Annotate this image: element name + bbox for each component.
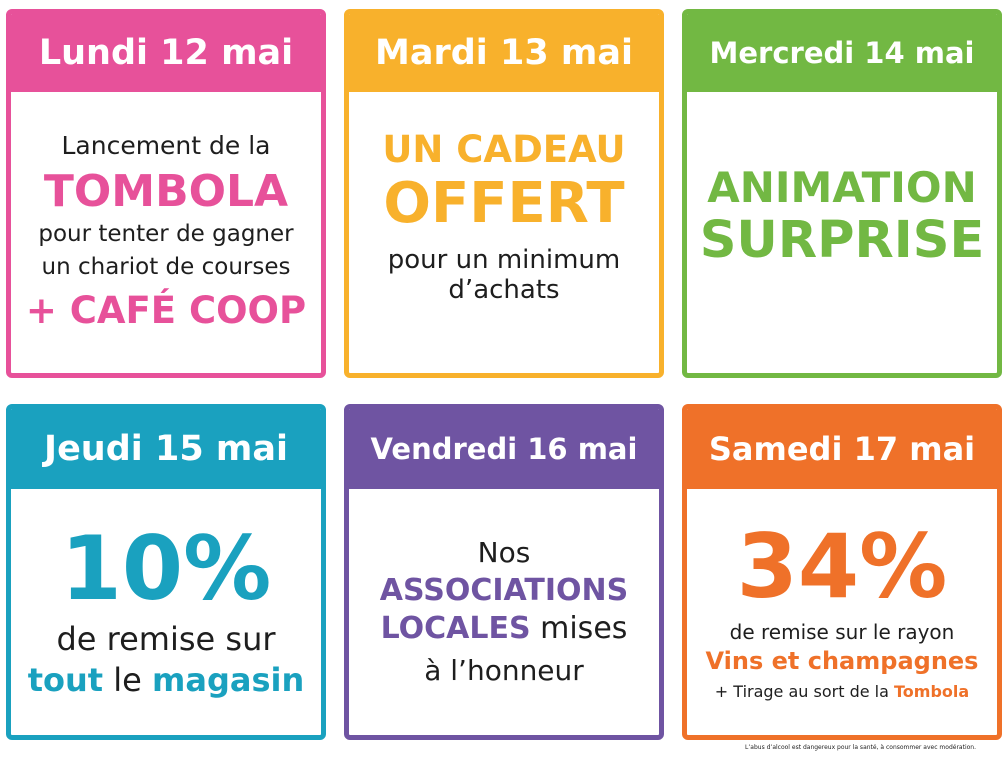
card-percentage: 10% [60,517,272,621]
card-text: + Tirage au sort de la [714,682,889,702]
card-text: mises [540,611,628,646]
card-body: ANIMATION SURPRISE [687,92,997,373]
card-highlight: UN CADEAU [382,128,626,172]
card-day-title: Samedi 17 mai [687,409,997,489]
card-body: 34% de remise sur le rayon Vins et champ… [687,489,997,735]
card-highlight: Vins et champagnes [705,646,979,675]
card-mardi: Mardi 13 mai UN CADEAU OFFERT pour un mi… [344,9,664,378]
card-day-title: Mercredi 14 mai [687,14,997,92]
card-text: à l’honneur [424,653,584,687]
card-day-title: Vendredi 16 mai [349,409,659,489]
card-text-mixed: + Tirage au sort de la Tombola [714,682,970,702]
card-highlight: ASSOCIATIONS [379,572,629,608]
card-text: un chariot de courses [41,253,291,280]
card-text: Lancement de la [61,131,271,161]
card-body: Lancement de la TOMBOLA pour tenter de g… [11,92,321,373]
card-highlight: OFFERT [383,170,625,236]
card-highlight: LOCALES [380,611,531,646]
card-day-title: Mardi 13 mai [349,14,659,92]
card-text-mixed: tout le magasin [28,662,305,699]
card-text: de remise sur [56,620,276,659]
card-text: le [113,661,142,699]
card-highlight: TOMBOLA [43,165,289,217]
card-highlight: + CAFÉ COOP [25,289,307,333]
card-text-mixed: LOCALES mises [380,611,628,647]
card-highlight: Tombola [894,682,970,702]
alcohol-disclaimer: L’abus d’alcool est dangereux pour la sa… [745,744,976,751]
card-day-title: Lundi 12 mai [11,14,321,92]
card-body: 10% de remise sur tout le magasin [11,489,321,735]
card-highlight: SURPRISE [699,211,985,271]
card-samedi: Samedi 17 mai 34% de remise sur le rayon… [682,404,1002,740]
card-lundi: Lundi 12 mai Lancement de la TOMBOLA pou… [6,9,326,378]
card-jeudi: Jeudi 15 mai 10% de remise sur tout le m… [6,404,326,740]
card-highlight: tout [27,661,104,699]
card-body: UN CADEAU OFFERT pour un minimum d’achat… [349,92,659,373]
card-text: de remise sur le rayon [729,619,955,644]
card-text: pour un minimum [387,245,621,276]
card-mercredi: Mercredi 14 mai ANIMATION SURPRISE [682,9,1002,378]
card-body: Nos ASSOCIATIONS LOCALES mises à l’honne… [349,489,659,735]
card-text: pour tenter de gagner [38,221,294,248]
card-percentage: 34% [736,514,948,618]
card-highlight: magasin [152,661,305,699]
card-text: d’achats [448,274,560,305]
card-vendredi: Vendredi 16 mai Nos ASSOCIATIONS LOCALES… [344,404,664,740]
card-day-title: Jeudi 15 mai [11,409,321,489]
card-highlight: ANIMATION [707,163,977,213]
card-text: Nos [477,536,531,570]
